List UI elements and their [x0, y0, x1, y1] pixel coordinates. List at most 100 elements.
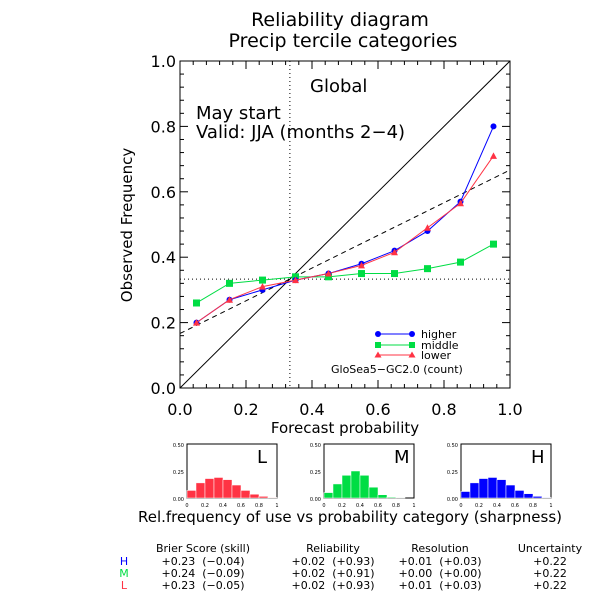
- point-middle: [424, 265, 431, 273]
- sharpness-x-tick-label: 0: [459, 503, 462, 509]
- point-middle: [457, 258, 464, 266]
- score-header: Brier Score (skill): [156, 542, 250, 555]
- sharpness-x-tick-label: 0.4: [219, 503, 227, 509]
- legend-marker-middle: [375, 342, 381, 348]
- sharpness-bar: [240, 490, 251, 499]
- series-line-middle: [196, 243, 494, 304]
- score-cell: +0.22: [533, 555, 567, 568]
- model-label: GloSea5−GC2.0 (count): [331, 363, 463, 376]
- plot-area: 0.0 0.2 0.4 0.6 0.8 1.0 0.0 0.2 0.4 0.6 0.8 1.0: [151, 52, 523, 419]
- scores-table: Brier Score (skill) Reliability Resolution…: [119, 542, 582, 592]
- series-line-lower: [196, 155, 494, 324]
- sharpness-panel-label: L: [257, 447, 267, 468]
- score-cell: +0.23 (−0.04): [162, 555, 245, 568]
- sharpness-x-tick-label: 1: [275, 503, 278, 509]
- x-axis-label: Forecast probability: [271, 419, 419, 437]
- score-row-label: L: [121, 579, 128, 592]
- x-tick-label: 0.2: [233, 400, 258, 419]
- sharpness-bar: [541, 497, 552, 499]
- sharpness-x-tick-label: 0.2: [475, 503, 483, 509]
- sharpness-bar: [195, 482, 206, 499]
- score-cell: +0.01 (+0.03): [399, 555, 482, 568]
- sharpness-x-tick-label: 0.6: [237, 503, 245, 509]
- sharpness-bar: [231, 484, 242, 499]
- sharpness-bar: [532, 496, 543, 499]
- sharpness-bar: [496, 479, 507, 499]
- y-axis-label: Observed Frequency: [118, 148, 136, 303]
- point-lower: [292, 276, 299, 284]
- chart-title: Reliability diagram: [251, 9, 429, 31]
- sharpness-y-tick-label: 0.50: [173, 443, 184, 449]
- point-lower: [457, 199, 464, 207]
- x-tick-label: 0.4: [299, 400, 324, 419]
- score-cell: +0.24 (−0.09): [162, 567, 245, 580]
- point-middle: [226, 279, 233, 287]
- sharpness-bar: [460, 491, 471, 499]
- y-tick-label: 0.2: [151, 314, 176, 333]
- point-lower: [325, 270, 332, 277]
- sharpness-y-tick-label: 0.50: [310, 443, 321, 449]
- x-tick-label: 0.6: [365, 400, 390, 419]
- sharpness-panel-label: M: [394, 447, 410, 468]
- series-line-higher: [196, 126, 494, 324]
- sharpness-x-tick-label: 0.8: [392, 503, 400, 509]
- score-row-label: M: [119, 567, 129, 580]
- y-tick-label: 1.0: [151, 52, 176, 71]
- sharpness-x-tick-label: 0.4: [493, 503, 501, 509]
- score-cell: +0.23 (−0.05): [162, 579, 245, 592]
- region-label: Global: [310, 76, 367, 97]
- point-middle: [193, 299, 200, 307]
- sharpness-bar: [478, 478, 489, 499]
- sharpness-bar: [359, 475, 370, 499]
- point-middle: [490, 240, 497, 248]
- sharpness-y-tick-label: 0.25: [310, 470, 321, 476]
- point-middle: [391, 270, 398, 278]
- sharpness-x-tick-label: 0.6: [374, 503, 382, 509]
- sharpness-bar: [213, 477, 224, 499]
- sharpness-x-tick-label: 0.8: [529, 503, 537, 509]
- sharpness-caption: Rel.frequency of use vs probability cate…: [138, 508, 562, 526]
- legend-marker-higher: [375, 331, 381, 337]
- sharpness-bar: [514, 490, 525, 499]
- sharpness-bar: [523, 493, 534, 499]
- sharpness-y-tick-label: 0.00: [173, 497, 184, 503]
- sharpness-bar: [249, 493, 260, 499]
- no-skill-line: [179, 169, 511, 334]
- y-tick-label: 0.6: [151, 183, 176, 202]
- score-header: Resolution: [411, 542, 469, 555]
- sharpness-y-tick-label: 0.00: [447, 497, 458, 503]
- score-cell: +0.02 (+0.93): [292, 555, 375, 568]
- point-lower: [193, 319, 200, 326]
- legend-label-lower: lower: [421, 349, 452, 362]
- legend-label-higher: higher: [421, 328, 457, 341]
- point-middle: [325, 273, 332, 281]
- point-lower: [259, 283, 266, 290]
- sharpness-x-tick-label: 0.8: [255, 503, 263, 509]
- sharpness-x-tick-label: 0.4: [356, 503, 364, 509]
- sharpness-bar: [186, 490, 197, 499]
- y-tick-label: 0.0: [151, 379, 176, 398]
- legend-marker-higher: [409, 331, 415, 337]
- sharpness-bar: [469, 482, 480, 499]
- sharpness-x-tick-label: 0.2: [338, 503, 346, 509]
- sharpness-bar: [332, 483, 343, 499]
- sharpness-bar: [267, 497, 278, 499]
- perfect-reliability-line: [179, 60, 511, 389]
- sharpness-bar: [505, 484, 516, 499]
- sharpness-x-tick-label: 1: [549, 503, 552, 509]
- y-tick-label: 0.8: [151, 117, 176, 136]
- sharpness-bar: [222, 479, 233, 499]
- point-middle: [358, 270, 365, 278]
- sharpness-bar: [487, 477, 498, 499]
- legend-label-middle: middle: [421, 339, 459, 352]
- score-cell: +0.02 (+0.93): [292, 579, 375, 592]
- point-lower: [358, 261, 365, 269]
- x-tick-label: 0.0: [167, 400, 192, 419]
- point-lower: [424, 224, 431, 231]
- point-higher: [490, 123, 497, 130]
- sharpness-bar: [323, 492, 334, 499]
- sharpness-bar: [386, 496, 397, 499]
- legend: higher middle lower GloSea5−GC2.0 (count…: [331, 328, 463, 376]
- sharpness-x-tick-label: 0: [185, 503, 188, 509]
